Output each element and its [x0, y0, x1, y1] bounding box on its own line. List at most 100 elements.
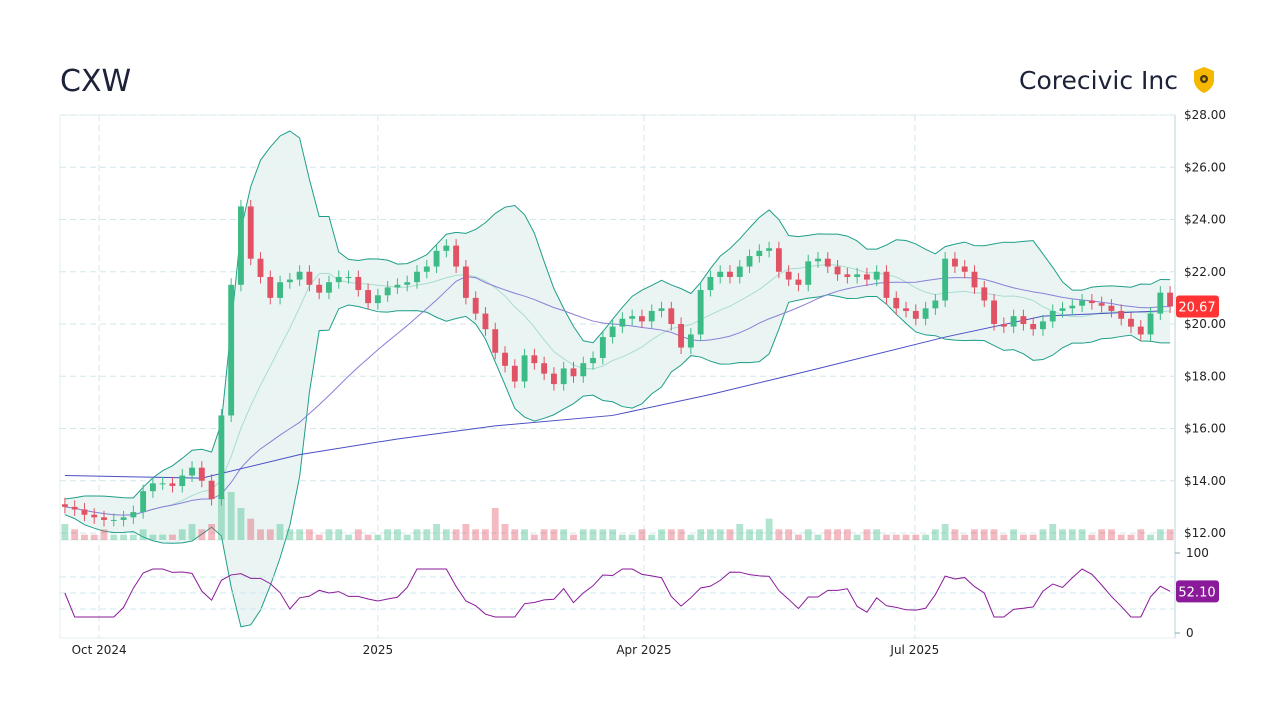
candle-body: [1030, 324, 1037, 330]
volume-bar: [1078, 529, 1086, 540]
candle-body: [991, 300, 997, 324]
candle-body: [149, 483, 156, 492]
volume-bar: [482, 529, 489, 540]
candle-body: [570, 368, 577, 377]
candle-body: [1157, 292, 1164, 314]
candle-body: [815, 258, 821, 262]
volume-bar: [618, 534, 626, 540]
volume-bar: [413, 529, 421, 540]
volume-bar: [169, 534, 176, 540]
candle-body: [286, 279, 293, 283]
volume-bar: [1117, 534, 1125, 540]
candle-body: [198, 467, 205, 481]
candle-body: [238, 206, 244, 285]
candle-body: [335, 276, 342, 283]
candle-body: [805, 261, 812, 285]
candle-body: [1098, 303, 1105, 306]
candle-body: [687, 334, 694, 348]
volume-bar: [971, 529, 978, 540]
candle-body: [599, 337, 606, 358]
candle-body: [639, 316, 645, 322]
candle-body: [472, 297, 479, 314]
volume-bar: [491, 508, 499, 540]
volume-bar: [873, 529, 881, 540]
candle-body: [883, 271, 890, 298]
volume-bar: [139, 529, 147, 540]
volume-bar: [726, 529, 734, 540]
volume-bar: [472, 529, 480, 540]
rsi-value-badge: [1176, 580, 1219, 603]
candle-body: [91, 514, 98, 518]
volume-bar: [511, 529, 519, 540]
candle-body: [345, 276, 352, 278]
candle-body: [854, 274, 861, 277]
candle-body: [208, 480, 215, 500]
candle-body: [873, 271, 880, 280]
volume-bar: [1049, 524, 1057, 540]
volume-bar: [384, 529, 392, 540]
candle-body: [795, 279, 802, 285]
volume-bar: [501, 524, 509, 540]
candle-body: [1020, 316, 1027, 324]
volume-bar: [1029, 534, 1037, 540]
candle-body: [961, 266, 968, 272]
volume-bar: [814, 534, 822, 540]
volume-bar: [452, 529, 460, 540]
rsi-line: [64, 568, 1171, 618]
volume-bar: [257, 529, 264, 540]
company-name: Corecivic Inc: [1019, 66, 1178, 95]
candle-body: [414, 271, 420, 283]
volume-bar: [990, 529, 998, 540]
candle-body: [971, 271, 978, 288]
candle-body: [912, 310, 919, 319]
volume-bar: [589, 529, 597, 540]
volume-bar: [902, 534, 910, 540]
candle-body: [697, 290, 704, 335]
candle-body: [511, 365, 518, 382]
candle-body: [1040, 321, 1046, 330]
volume-bar: [1039, 529, 1047, 540]
volume-bar: [1019, 534, 1027, 540]
volume-bar: [227, 492, 235, 540]
volume-bar: [755, 529, 763, 540]
volume-bar: [570, 534, 577, 540]
candle-body: [365, 290, 372, 304]
candle-body: [560, 368, 567, 385]
price-tick-label: $22.00: [1184, 265, 1226, 279]
candle-body: [1010, 316, 1017, 327]
volume-bar: [1059, 529, 1066, 540]
candle-body: [844, 274, 851, 277]
volume-bar: [1000, 534, 1008, 540]
candle-body: [1147, 313, 1154, 335]
price-tick-label: $16.00: [1184, 422, 1226, 436]
rsi-tick-label: 100: [1186, 546, 1209, 560]
candle-body: [756, 250, 763, 257]
candle-body: [863, 274, 870, 280]
last-price-label: 20.67: [1178, 300, 1215, 315]
moving-average-slow: [64, 310, 1161, 479]
volume-bar: [120, 534, 127, 540]
candle-body: [306, 271, 313, 285]
volume-bar: [1098, 529, 1106, 540]
candle-body: [443, 245, 450, 251]
price-tick-label: $20.00: [1184, 317, 1226, 331]
volume-bar: [178, 529, 186, 540]
candle-body: [922, 308, 929, 319]
candle-body: [159, 483, 166, 485]
candle-body: [785, 271, 792, 280]
volume-bar: [1166, 529, 1174, 540]
candle-body: [1000, 324, 1007, 327]
volume-bar: [1108, 529, 1115, 540]
volume-bar: [922, 534, 930, 540]
rsi-tick-label: 0: [1186, 626, 1194, 640]
candle-body: [824, 258, 831, 267]
candle-body: [1128, 318, 1134, 327]
candle-body: [71, 506, 78, 510]
candle-body: [668, 308, 675, 324]
volume-bar: [521, 529, 529, 540]
volume-bar: [305, 529, 313, 540]
volume-bar: [1147, 534, 1154, 540]
candle-body: [1079, 300, 1086, 306]
volume-bar: [217, 497, 225, 540]
